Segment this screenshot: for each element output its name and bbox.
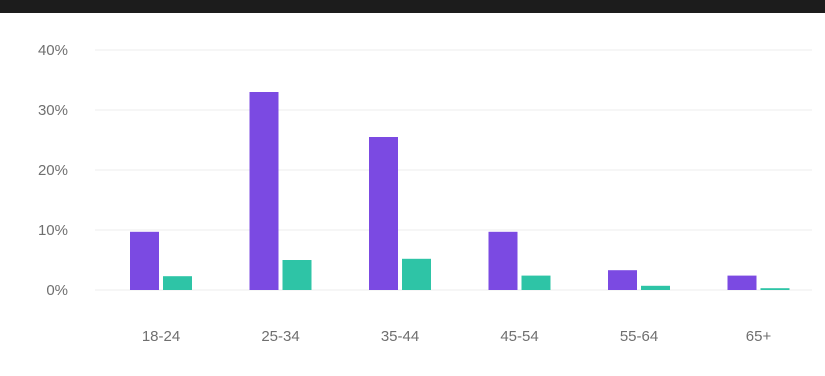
bar-series-1-35-44 xyxy=(369,137,398,290)
bar-series-1-45-54 xyxy=(488,231,518,290)
y-axis-ticks: 0% 10% 20% 30% 40% xyxy=(38,42,68,299)
top-border-bar xyxy=(0,0,825,13)
y-tick-label: 10% xyxy=(38,222,68,239)
bar-series-2-18-24 xyxy=(163,276,192,290)
bar-series-1-18-24 xyxy=(130,231,159,290)
bar-series-2-35-44 xyxy=(402,258,431,290)
y-tick-label: 40% xyxy=(38,42,68,59)
bar-series-1-65+ xyxy=(727,275,757,290)
bar-series-1-25-34 xyxy=(249,92,279,290)
y-tick-label: 30% xyxy=(38,102,68,119)
bar-series-2-25-34 xyxy=(282,260,312,290)
bar-series-2-65+ xyxy=(760,288,790,290)
gridlines xyxy=(95,49,812,291)
x-tick-label: 65+ xyxy=(746,328,772,345)
x-axis-ticks: 18-24 25-34 35-44 45-54 55-64 65+ xyxy=(142,328,772,345)
x-tick-label: 25-34 xyxy=(261,328,299,345)
x-tick-label: 18-24 xyxy=(142,328,180,345)
x-tick-label: 45-54 xyxy=(500,328,538,345)
bar-series-1-55-64 xyxy=(608,270,637,290)
x-tick-label: 55-64 xyxy=(620,328,658,345)
x-tick-label: 35-44 xyxy=(381,328,419,345)
y-tick-label: 0% xyxy=(46,282,68,299)
bar-series-2-45-54 xyxy=(521,275,551,290)
y-tick-label: 20% xyxy=(38,162,68,179)
bar-series-2-55-64 xyxy=(641,285,670,290)
bars xyxy=(130,92,790,290)
